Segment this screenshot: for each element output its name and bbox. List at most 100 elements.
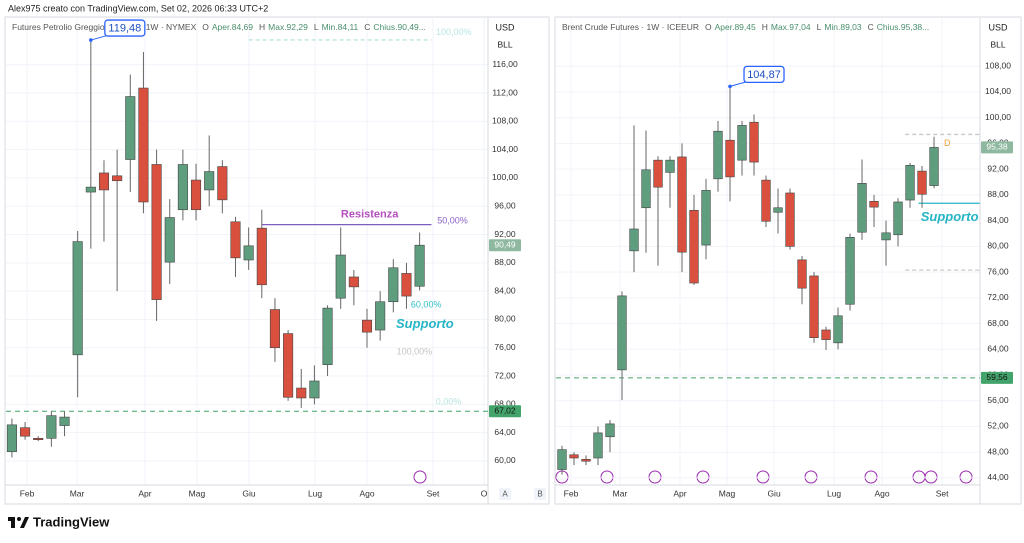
candle-body [375, 301, 386, 331]
y-tick-label: 84,00 [494, 285, 516, 295]
callout-label: 119,48 [108, 22, 141, 34]
candle-body [296, 387, 307, 399]
candle-body [749, 121, 759, 163]
last-price-label: 95,38 [986, 142, 1008, 152]
logo-mark [20, 517, 29, 528]
callout-label: 104,87 [747, 69, 781, 81]
legend-value: Chius.95,38... [877, 22, 929, 32]
event-icon [959, 470, 973, 484]
event-icon [804, 470, 818, 484]
candle-body [557, 449, 567, 470]
legend-value: Max.92,29 [268, 22, 308, 32]
y-tick-label: 56,00 [987, 395, 1009, 405]
y-tick-label: 76,00 [494, 342, 516, 352]
x-tick-label: Feb [20, 488, 35, 498]
event-icon [756, 470, 770, 484]
legend-value: Min.89,03 [824, 22, 862, 32]
legend-value: Chius.90,49... [373, 22, 425, 32]
x-tick-label: Giu [242, 488, 256, 498]
x-tick-label: Mar [613, 488, 628, 498]
candle-body [569, 454, 579, 459]
currency: USD [988, 22, 1008, 32]
candle-body [785, 192, 795, 247]
last-price-box [489, 239, 521, 252]
candle-body [217, 166, 228, 201]
candle-body [833, 315, 843, 344]
x-tick-label: Apr [138, 488, 151, 498]
toolbar-label: A [502, 490, 508, 499]
y-tick-label: 72,00 [987, 292, 1009, 302]
candle-body [401, 273, 412, 297]
candle-body [689, 210, 699, 284]
price-box [489, 405, 521, 418]
candle-body [737, 125, 747, 161]
candle-body [125, 96, 136, 160]
candle-body [59, 416, 70, 426]
candle-body [809, 275, 819, 338]
annotation: 50,00% [437, 215, 468, 225]
candle-body [309, 380, 320, 399]
legend-value: Aper.89,45 [715, 22, 756, 32]
candle-body [917, 170, 927, 195]
y-tick-label: 48,00 [987, 446, 1009, 456]
candle-body [701, 190, 711, 246]
y-tick-label: 80,00 [987, 241, 1009, 251]
y-tick-label: 84,00 [987, 215, 1009, 225]
unit: BLL [990, 39, 1005, 49]
annotation: Resistenza [341, 209, 399, 221]
legend-key: H [762, 22, 768, 32]
event-icon [600, 470, 614, 484]
legend-value: Aper.84,69 [212, 22, 253, 32]
candle-body [653, 159, 663, 188]
annotation: Supporto [921, 209, 979, 224]
candle-body [725, 139, 735, 178]
x-tick-label: Mag [189, 488, 206, 498]
x-tick-label: Set [936, 488, 949, 498]
y-tick-label: 104,00 [985, 86, 1011, 96]
candle-body [20, 427, 31, 437]
y-tick-label: 100,00 [985, 112, 1011, 122]
footer-brand: TradingView [33, 514, 110, 529]
candle-body [256, 227, 267, 286]
callout-box [104, 19, 146, 37]
annotation: Supporto [396, 316, 454, 331]
annotation: D [944, 138, 951, 148]
candle-body [677, 156, 687, 253]
candle-body [641, 169, 651, 209]
candle-body [761, 179, 771, 222]
y-tick-label: 96,00 [494, 200, 516, 210]
price-box [981, 371, 1013, 384]
annotation: 60,00% [411, 300, 442, 310]
candle-body [773, 207, 783, 213]
annotation: 0,00% [436, 397, 462, 407]
y-tick-label: 76,00 [987, 266, 1009, 276]
legend: Futures Petrolio Greggio Leggero · 1W · … [12, 22, 426, 32]
y-tick-label: 88,00 [494, 257, 516, 267]
legend-value: Min.84,11 [322, 22, 359, 32]
x-tick-label: Set [427, 488, 440, 498]
toolbar-button [534, 488, 546, 500]
candle-body [72, 241, 83, 356]
y-tick-label: 64,00 [987, 344, 1009, 354]
panel-frame [4, 16, 550, 505]
candle-body [151, 164, 162, 300]
legend-key: L [314, 22, 319, 32]
x-tick-label: Lug [308, 488, 322, 498]
y-tick-label: 108,00 [492, 116, 518, 126]
x-tick-label: Apr [673, 488, 686, 498]
candle-body [414, 244, 425, 287]
event-icon [413, 470, 427, 484]
candle-body [617, 295, 627, 371]
event-icon [864, 470, 878, 484]
price-label: 67,02 [494, 406, 516, 416]
candle-body [361, 319, 373, 333]
candle-body [881, 232, 891, 241]
legend-key: O [202, 22, 209, 32]
event-icon [696, 470, 710, 484]
x-tick-label: Ago [359, 488, 374, 498]
annotation: 100,00% [397, 346, 433, 356]
y-tick-label: 44,00 [987, 472, 1009, 482]
legend-key: H [259, 22, 265, 32]
logo [8, 517, 29, 528]
